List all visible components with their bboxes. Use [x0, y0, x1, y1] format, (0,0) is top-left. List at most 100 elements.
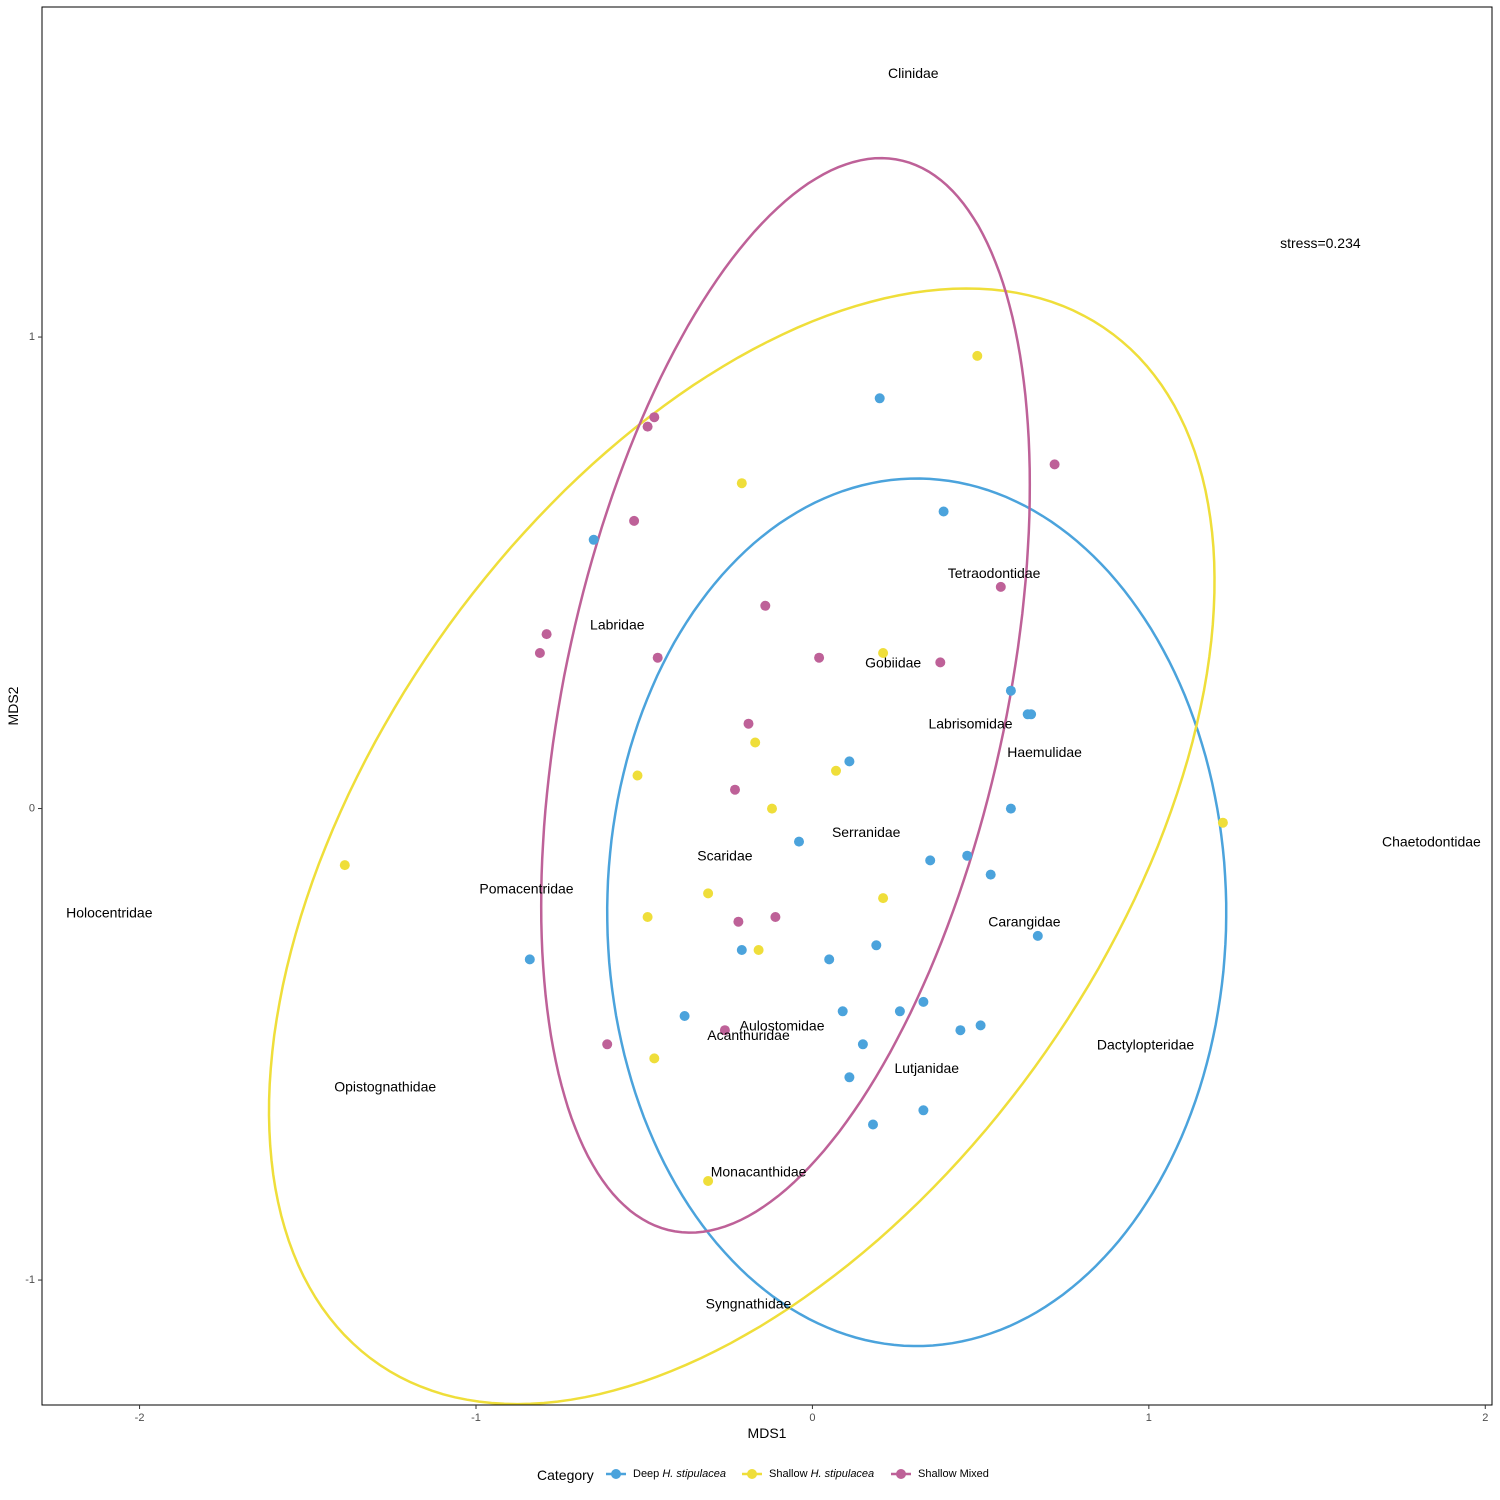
legend-key-point	[611, 1469, 621, 1479]
data-point-series2-10	[703, 888, 714, 899]
x-tick-label: 1	[1146, 1412, 1152, 1424]
point-layer	[339, 350, 1228, 1186]
legend-key-point	[747, 1469, 757, 1479]
x-tick-label: 0	[809, 1412, 815, 1424]
data-point-series1-21	[955, 1025, 966, 1036]
data-point-series1-12	[985, 869, 996, 880]
data-point-series2-6	[632, 770, 643, 781]
taxon-label: Syngnathidae	[706, 1296, 792, 1312]
data-point-series3-15	[770, 912, 781, 922]
data-point-series2-1	[972, 350, 983, 361]
legend-label-species: H. stipulacea	[662, 1468, 726, 1480]
legend-entry: Shallow H. stipulacea	[742, 1468, 874, 1480]
legend-label-text: Shallow	[769, 1468, 811, 1480]
taxon-label: Pomacentridae	[479, 881, 573, 897]
legend-label-text: Deep	[633, 1468, 662, 1480]
taxon-label: Carangidae	[988, 914, 1061, 930]
data-point-series1-4	[1005, 685, 1016, 696]
data-point-series1-27	[868, 1119, 878, 1130]
data-point-series2-8	[1217, 817, 1228, 828]
confidence-ellipse-2	[267, 287, 1216, 1406]
x-tick-label: -2	[135, 1412, 145, 1424]
data-point-series3-14	[733, 916, 744, 927]
taxon-label: Scaridae	[697, 848, 752, 864]
legend-entry: Shallow Mixed	[891, 1468, 989, 1480]
data-point-series1-14	[524, 954, 535, 965]
data-point-series2-9	[339, 860, 350, 871]
data-point-series2-4	[750, 737, 761, 748]
data-point-series1-8	[1005, 803, 1016, 814]
data-point-series2-12	[642, 912, 653, 922]
legend-label: Shallow H. stipulacea	[769, 1468, 874, 1480]
data-point-series3-7	[541, 629, 552, 640]
legend-key-point	[896, 1469, 906, 1479]
data-point-series2-3	[878, 648, 889, 658]
data-point-series1-19	[894, 1006, 905, 1017]
legend-label-species: H. stipulacea	[811, 1468, 875, 1480]
data-point-series1-18	[918, 996, 929, 1007]
data-point-series2-15	[703, 1176, 714, 1186]
taxon-label: Chaetodontidae	[1382, 834, 1481, 850]
x-axis-title: MDS1	[748, 1425, 787, 1441]
x-tick-label: 2	[1482, 1412, 1488, 1424]
data-point-series1-2	[938, 506, 949, 517]
stress-annotation: stress=0.234	[1280, 235, 1361, 251]
data-point-series1-23	[679, 1011, 690, 1021]
data-point-series2-11	[878, 893, 889, 904]
data-point-series3-11	[935, 657, 946, 668]
taxon-label: Dactylopteridae	[1097, 1036, 1194, 1052]
legend-title: Category	[537, 1467, 594, 1483]
data-point-series3-13	[730, 784, 740, 795]
taxon-label: Labrisomidae	[928, 716, 1012, 732]
data-point-series1-11	[962, 850, 973, 861]
taxon-label: Serranidae	[832, 824, 901, 840]
x-axis: -2 -1 0 1 2	[135, 1405, 1488, 1424]
data-point-series3-1	[649, 412, 660, 423]
data-point-series3-4	[629, 515, 640, 526]
data-point-series1-17	[871, 940, 882, 951]
data-point-series1-22	[975, 1020, 986, 1031]
data-point-series1-13	[1032, 930, 1043, 941]
data-point-series3-16	[719, 1025, 730, 1036]
taxon-label: Monacanthidae	[711, 1164, 807, 1180]
data-point-series1-6	[1026, 709, 1037, 720]
taxon-label: Haemulidae	[1007, 744, 1082, 760]
data-point-series1-3	[588, 534, 599, 545]
data-point-series1-26	[918, 1105, 929, 1116]
y-tick-label: -1	[25, 1274, 35, 1286]
data-point-series1-7	[844, 756, 855, 767]
data-point-series3-8	[534, 648, 545, 658]
data-point-series3-12	[743, 718, 754, 729]
taxon-label: Aulostomidae	[740, 1017, 825, 1033]
confidence-ellipse-1	[605, 477, 1228, 1348]
y-axis: -1 0 1	[25, 331, 42, 1286]
legend-label-text: Shallow Mixed	[918, 1468, 989, 1480]
legend-label: Deep H. stipulacea	[633, 1468, 726, 1480]
legend-label: Shallow Mixed	[918, 1468, 989, 1480]
data-point-series1-9	[794, 836, 804, 847]
data-point-series1-15	[736, 945, 747, 955]
data-point-series1-1	[874, 393, 885, 404]
legend-entries: Deep H. stipulacea Shallow H. stipulacea S…	[606, 1468, 989, 1480]
data-point-series2-13	[753, 945, 764, 955]
y-tick-label: 0	[29, 803, 35, 815]
legend: Category Deep H. stipulacea Shallow H. st…	[537, 1467, 989, 1483]
label-layer: Clinidae Tetraodontidae Labridae Gobiidae La…	[66, 65, 1481, 1312]
data-point-series3-3	[1049, 459, 1060, 470]
data-point-series3-5	[995, 581, 1006, 592]
taxon-label: Lutjanidae	[894, 1060, 959, 1076]
y-axis-title: MDS2	[5, 686, 21, 725]
legend-entry: Deep H. stipulacea	[606, 1468, 726, 1480]
data-point-series3-2	[642, 421, 653, 432]
data-point-series1-16	[824, 954, 835, 965]
taxon-label: Opistognathidae	[334, 1079, 436, 1095]
taxon-label: Acanthuridae	[707, 1027, 790, 1043]
y-tick-label: 1	[29, 331, 35, 343]
taxon-label: Labridae	[590, 617, 645, 633]
taxon-label: Clinidae	[888, 65, 939, 81]
data-point-series2-14	[649, 1053, 660, 1064]
confidence-ellipse-3	[539, 156, 1032, 1234]
data-point-series1-24	[857, 1039, 868, 1050]
data-point-series2-2	[736, 478, 747, 489]
